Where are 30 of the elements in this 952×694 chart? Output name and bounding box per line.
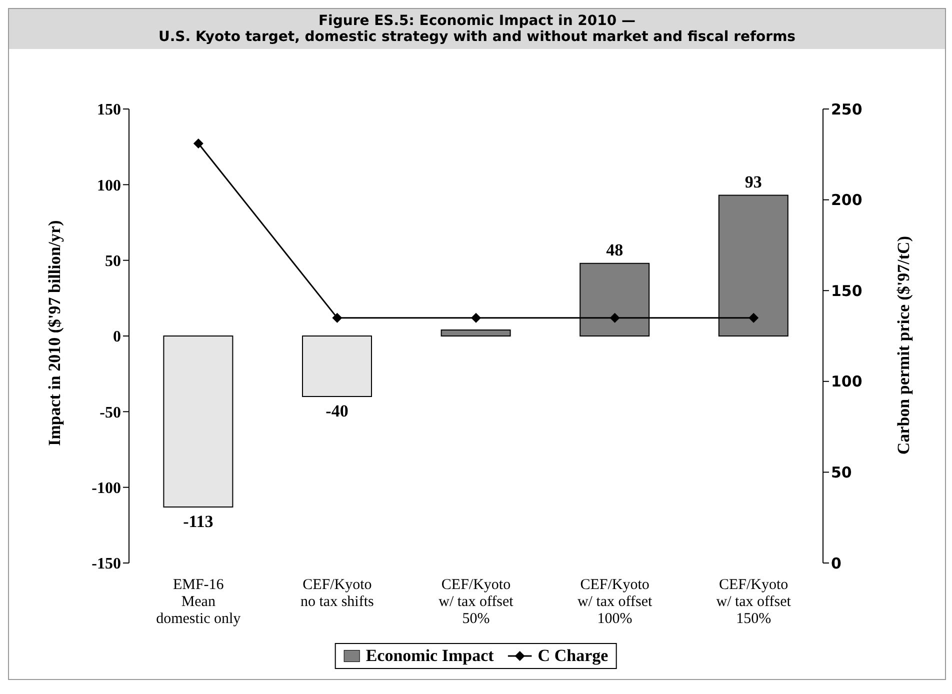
bar [440, 329, 511, 336]
data-label: -113 [183, 512, 214, 532]
chart-title: Figure ES.5: Economic Impact in 2010 — U.S. Kyoto target, domestic strategy with and without market and fiscal reforms [157, 13, 797, 45]
y2-tick-label: 100 [831, 372, 862, 391]
x-tick-label: CEF/Kyoto w/ tax offset 50% [438, 577, 514, 627]
y-tick-label: -50 [100, 404, 121, 422]
y-tick-label: -100 [92, 480, 121, 498]
y-tick-label: 0 [113, 328, 121, 346]
legend-label: C Charge [538, 646, 608, 666]
y-tick-label: -150 [92, 556, 121, 573]
x-tick-label: EMF-16 Mean domestic only [156, 577, 242, 627]
y2-axis-title: Carbon permit price ($'97/tC) [894, 236, 914, 455]
y-tick-label: 50 [105, 253, 121, 270]
data-label: 48 [606, 240, 624, 260]
data-label: -40 [326, 402, 348, 421]
bar [163, 336, 234, 508]
y-tick-label: 100 [97, 177, 121, 194]
data-label: 93 [744, 172, 762, 192]
y2-tick-label: 50 [831, 464, 852, 482]
x-tick-label: CEF/Kyoto no tax shifts [300, 577, 374, 610]
bar [302, 336, 372, 398]
x-tick-label: CEF/Kyoto w/ tax offset 100% [577, 577, 653, 627]
y2-tick-label: 0 [831, 554, 842, 572]
y-axis-title: Impact in 2010 ($'97 billion/yr) [45, 220, 64, 446]
y2-tick-label: 250 [831, 100, 862, 118]
y2-tick-label: 150 [831, 282, 862, 300]
y-tick-label: 150 [97, 102, 121, 119]
y2-tick-label: 200 [831, 191, 862, 210]
legend-label: Economic Impact [366, 646, 494, 666]
x-tick-label: CEF/Kyoto w/ tax offset 150% [716, 577, 792, 627]
